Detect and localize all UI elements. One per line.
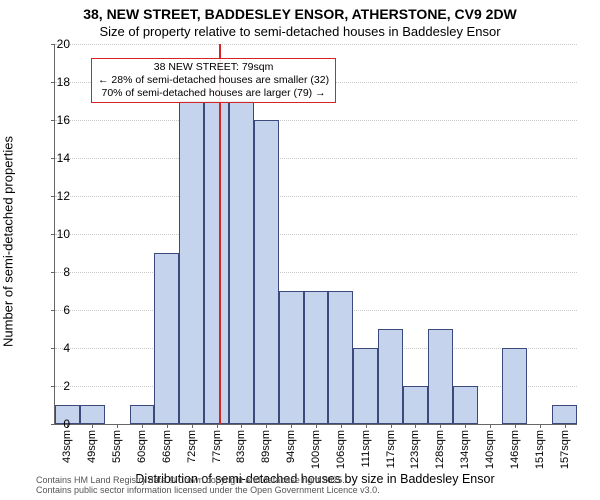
- ytick-label: 18: [40, 75, 70, 89]
- xtick-mark: [465, 424, 466, 428]
- xtick-label: 60sqm: [136, 430, 148, 463]
- ytick-label: 2: [40, 379, 70, 393]
- xtick-label: 72sqm: [186, 430, 198, 463]
- histogram-bar: [328, 291, 353, 424]
- title-line-1: 38, NEW STREET, BADDESLEY ENSOR, ATHERST…: [0, 6, 600, 22]
- xtick-label: 49sqm: [86, 430, 98, 463]
- xtick-mark: [241, 424, 242, 428]
- xtick-mark: [167, 424, 168, 428]
- chart-container: 38, NEW STREET, BADDESLEY ENSOR, ATHERST…: [0, 0, 600, 500]
- xtick-mark: [316, 424, 317, 428]
- xtick-mark: [515, 424, 516, 428]
- xtick-label: 94sqm: [285, 430, 297, 463]
- credit-line-2: Contains public sector information licen…: [36, 486, 380, 496]
- xtick-label: 134sqm: [459, 430, 471, 469]
- xtick-label: 100sqm: [310, 430, 322, 469]
- ytick-label: 10: [40, 227, 70, 241]
- annotation-line: ← 28% of semi-detached houses are smalle…: [98, 74, 329, 87]
- gridline: [55, 44, 577, 45]
- gridline: [55, 272, 577, 273]
- gridline: [55, 234, 577, 235]
- ytick-label: 20: [40, 37, 70, 51]
- histogram-bar: [130, 405, 155, 424]
- xtick-label: 140sqm: [484, 430, 496, 469]
- xtick-label: 66sqm: [161, 430, 173, 463]
- annotation-line: 70% of semi-detached houses are larger (…: [98, 87, 329, 100]
- xtick-mark: [415, 424, 416, 428]
- histogram-bar: [428, 329, 453, 424]
- xtick-mark: [565, 424, 566, 428]
- ytick-label: 16: [40, 113, 70, 127]
- xtick-mark: [490, 424, 491, 428]
- xtick-label: 151sqm: [534, 430, 546, 469]
- histogram-bar: [403, 386, 428, 424]
- histogram-bar: [353, 348, 378, 424]
- xtick-label: 111sqm: [360, 430, 372, 468]
- xtick-mark: [391, 424, 392, 428]
- histogram-bar: [179, 101, 204, 424]
- xtick-label: 55sqm: [111, 430, 123, 463]
- xtick-mark: [341, 424, 342, 428]
- xtick-label: 89sqm: [260, 430, 272, 463]
- xtick-mark: [440, 424, 441, 428]
- histogram-bar: [254, 120, 279, 424]
- histogram-bar: [229, 101, 254, 424]
- y-axis-label: Number of semi-detached properties: [1, 136, 16, 347]
- histogram-bar: [154, 253, 179, 424]
- xtick-mark: [266, 424, 267, 428]
- ytick-label: 0: [40, 417, 70, 431]
- xtick-mark: [142, 424, 143, 428]
- annotation-box: 38 NEW STREET: 79sqm← 28% of semi-detach…: [91, 58, 336, 103]
- xtick-mark: [92, 424, 93, 428]
- xtick-label: 106sqm: [335, 430, 347, 469]
- histogram-bar: [80, 405, 105, 424]
- histogram-bar: [204, 101, 229, 424]
- histogram-bar: [279, 291, 304, 424]
- histogram-bar: [378, 329, 403, 424]
- xtick-label: 146sqm: [509, 430, 521, 469]
- xtick-label: 128sqm: [434, 430, 446, 469]
- xtick-label: 123sqm: [409, 430, 421, 469]
- title-line-2: Size of property relative to semi-detach…: [0, 24, 600, 39]
- ytick-label: 12: [40, 189, 70, 203]
- annotation-line: 38 NEW STREET: 79sqm: [98, 61, 329, 74]
- xtick-label: 83sqm: [235, 430, 247, 463]
- xtick-mark: [366, 424, 367, 428]
- xtick-mark: [117, 424, 118, 428]
- histogram-bar: [552, 405, 577, 424]
- ytick-label: 8: [40, 265, 70, 279]
- plot-area: 38 NEW STREET: 79sqm← 28% of semi-detach…: [54, 44, 577, 425]
- gridline: [55, 158, 577, 159]
- ytick-label: 6: [40, 303, 70, 317]
- ytick-label: 4: [40, 341, 70, 355]
- xtick-label: 43sqm: [61, 430, 73, 463]
- xtick-label: 77sqm: [211, 430, 223, 463]
- histogram-bar: [502, 348, 527, 424]
- xtick-mark: [540, 424, 541, 428]
- gridline: [55, 120, 577, 121]
- xtick-label: 157sqm: [559, 430, 571, 469]
- xtick-mark: [291, 424, 292, 428]
- ytick-label: 14: [40, 151, 70, 165]
- xtick-mark: [192, 424, 193, 428]
- histogram-bar: [453, 386, 478, 424]
- xtick-mark: [217, 424, 218, 428]
- gridline: [55, 196, 577, 197]
- xtick-label: 117sqm: [385, 430, 397, 468]
- histogram-bar: [304, 291, 329, 424]
